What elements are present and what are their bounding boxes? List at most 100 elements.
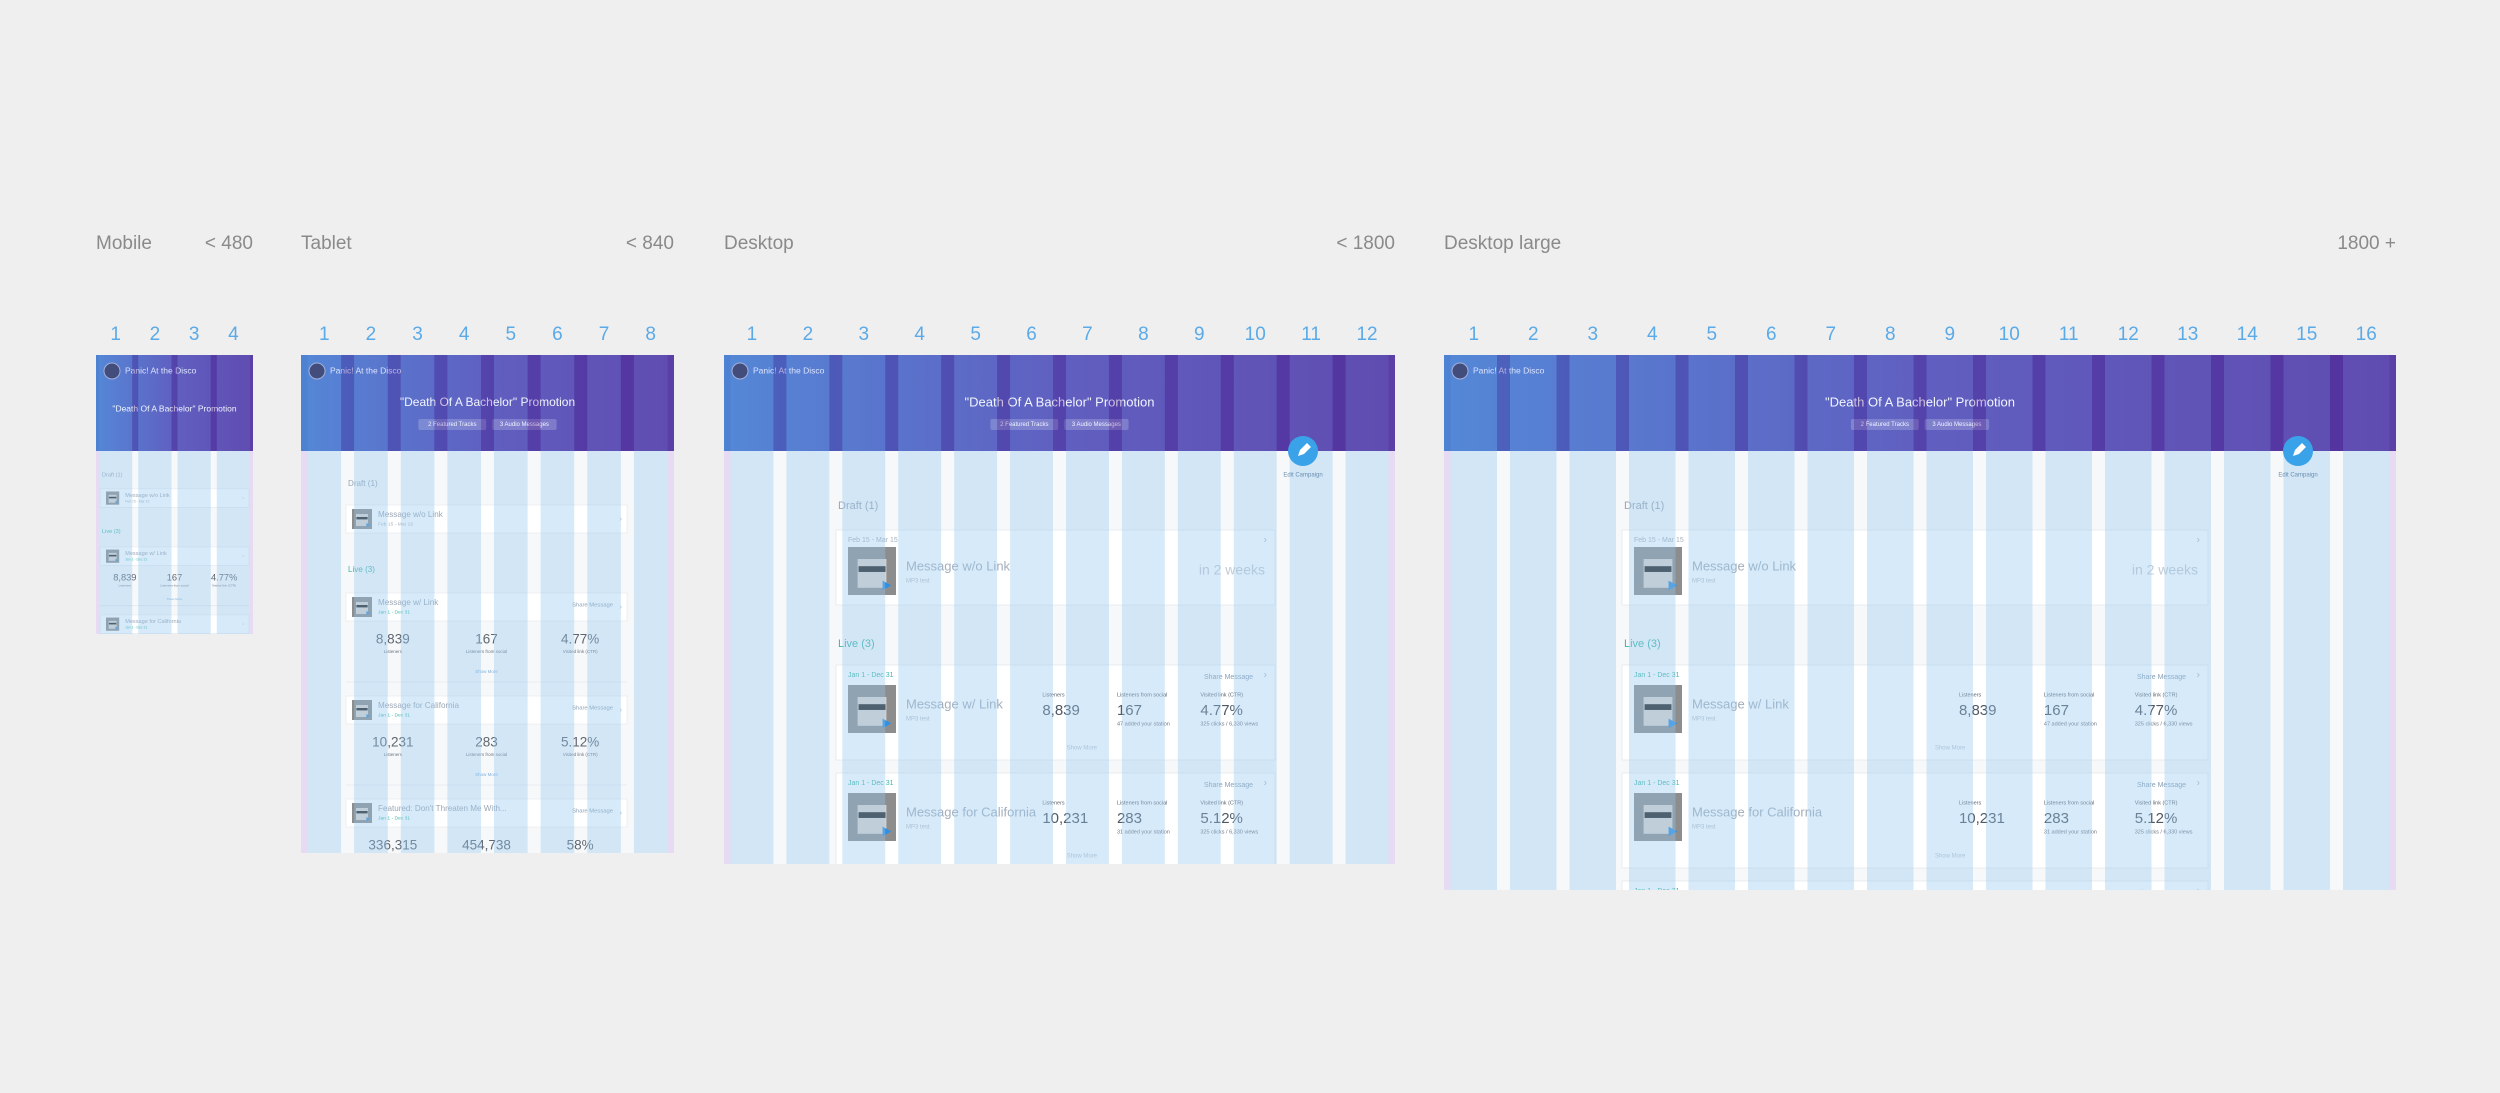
column-overlay-header [1986, 355, 2033, 451]
artist-avatar [1451, 362, 1469, 380]
stat-note: 325 clicks / 6,330 views [1200, 829, 1258, 835]
tag-label: 3 Audio Messages [1932, 422, 1981, 428]
thumbnail-glasses [1644, 704, 1672, 710]
play-icon [1668, 826, 1678, 837]
column-overlay [786, 451, 830, 864]
stat-label: Listeners [384, 752, 403, 757]
message-card [345, 695, 628, 725]
section-draft: Draft (1) [838, 500, 878, 512]
play-icon [366, 714, 370, 718]
thumbnail-glasses [108, 496, 117, 499]
column-overlay [99, 451, 133, 634]
column-overlay [1629, 451, 1676, 890]
chevron: › [1264, 886, 1267, 897]
column-number: 4 [1647, 324, 1658, 345]
play-icon [882, 826, 892, 837]
tag-pill [990, 419, 1059, 430]
column-number: 6 [1766, 324, 1777, 345]
gutter-overlay-header [1854, 355, 1867, 451]
gutter-overlay-header [885, 355, 899, 451]
column-overlay [2224, 451, 2271, 890]
artist-avatar [308, 362, 326, 380]
message-card [1621, 772, 2209, 869]
chevron: › [2197, 670, 2200, 681]
thumbnail-glasses [356, 708, 368, 711]
stat-value: 167 [167, 572, 183, 582]
artist-avatar [731, 362, 749, 380]
gutter-overlay-header [1675, 355, 1689, 451]
column-number: 9 [1194, 324, 1205, 345]
stat-value: 167 [1117, 702, 1142, 719]
column-overlay [494, 451, 528, 853]
column-overlay-header [177, 355, 211, 451]
message-date: Feb 15 - Mar 15 [1634, 537, 1684, 544]
message-card [1621, 529, 2209, 606]
message-name: Featured: Don't Threaten Me With... [1692, 912, 1899, 927]
stat-label: Visited link (CTR) [212, 584, 236, 588]
column-overlay [1569, 451, 1616, 890]
chevron: › [242, 554, 244, 559]
stat-label: Listeners from social [160, 720, 189, 724]
section-draft: Draft (1) [1624, 500, 1664, 512]
stat-label: Listeners [1959, 800, 1982, 806]
column-overlay [1807, 451, 1854, 890]
show-more: Show More [475, 875, 498, 880]
column-number: 3 [1587, 324, 1598, 345]
column-overlay [400, 451, 435, 853]
message-date: Jan 1 - Dec 31 [125, 557, 147, 561]
message-name: Featured: Don't Threaten Me With... [125, 687, 214, 693]
message-card [99, 488, 250, 508]
thumbnail [106, 686, 119, 699]
stat-label: Visited link (CTR) [2135, 692, 2178, 698]
stat-value: 58% [1200, 918, 1230, 935]
stat-label: Listeners [1042, 692, 1065, 698]
gutter-overlay-header [2330, 355, 2343, 451]
gutter-overlay-header [1276, 355, 1290, 451]
message-type: MP3 test [1692, 933, 1716, 939]
thumbnail-face [1644, 913, 1673, 942]
show-more: Show More [475, 772, 498, 777]
message-card [836, 881, 1275, 976]
column-overlay [1066, 451, 1109, 864]
column-number: 15 [2296, 324, 2317, 345]
column-number: 7 [599, 324, 610, 345]
column-overlay-header [1345, 355, 1389, 451]
breakpoint-label: Desktop [724, 233, 794, 254]
column-overlay [1121, 451, 1165, 864]
header [301, 355, 674, 451]
gutter-overlay-header [1497, 355, 1510, 451]
share-message: Share Message [1204, 674, 1253, 681]
gutter-overlay-header [1332, 355, 1346, 451]
stat-value: 10,231 [1959, 810, 2005, 827]
tag-pill [1064, 419, 1129, 430]
thumbnail-face [857, 559, 887, 588]
share-message: Share Message [2137, 890, 2186, 897]
artist-name: Panic! At the Disco [330, 365, 402, 375]
thumbnail-face [857, 697, 887, 726]
stat-value: 4.77% [2135, 702, 2178, 719]
message-date: Jan 1 - Dec 31 [1634, 780, 1680, 787]
message-name: Message for California [1692, 804, 1823, 819]
column-overlay [307, 451, 342, 853]
stat-value: 8,839 [1959, 702, 1997, 719]
message-name: Message for California [125, 619, 182, 625]
edit-icon [2293, 443, 2306, 456]
message-card [345, 592, 628, 622]
stat-label: Visited link (CTR) [2135, 800, 2178, 806]
artist-name: Panic! At the Disco [753, 365, 825, 375]
column-overlay-header [2105, 355, 2152, 451]
column-overlay-header [99, 355, 133, 451]
stat-value: 283 [2044, 810, 2069, 827]
stat-value: 454,738 [1117, 918, 1171, 935]
chevron: › [1264, 535, 1267, 546]
show-more: Show More [1935, 962, 1966, 968]
column-overlay-header [1177, 355, 1221, 451]
stat-note: 47 added your station [1117, 721, 1170, 727]
stat-value: 10,231 [1042, 810, 1088, 827]
column-number: 11 [1301, 324, 1321, 345]
stat-label: Visited link (CTR) [212, 720, 236, 724]
thumbnail-glasses [109, 691, 116, 693]
stat-label: Listeners from social [466, 752, 507, 757]
play-icon [115, 500, 118, 504]
column-number: 5 [506, 324, 517, 345]
